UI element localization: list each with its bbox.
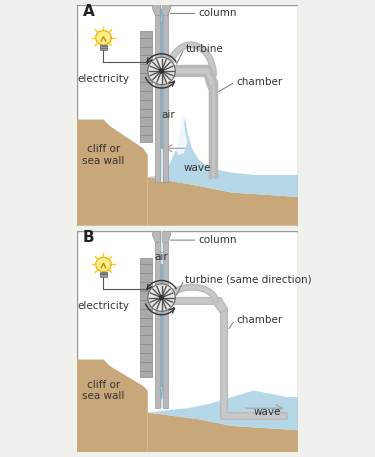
Bar bbox=[100, 45, 107, 50]
Circle shape bbox=[159, 69, 164, 73]
Bar bbox=[100, 272, 107, 276]
Text: cliff or
sea wall: cliff or sea wall bbox=[82, 380, 124, 401]
Circle shape bbox=[148, 284, 175, 311]
Polygon shape bbox=[165, 298, 227, 413]
Text: electricity: electricity bbox=[78, 74, 129, 84]
FancyBboxPatch shape bbox=[77, 231, 298, 452]
FancyBboxPatch shape bbox=[77, 5, 298, 226]
Polygon shape bbox=[148, 177, 298, 226]
Polygon shape bbox=[152, 231, 160, 242]
Polygon shape bbox=[77, 360, 148, 452]
Polygon shape bbox=[220, 308, 287, 419]
Polygon shape bbox=[160, 386, 163, 399]
Polygon shape bbox=[148, 413, 298, 452]
Polygon shape bbox=[152, 5, 160, 16]
Bar bbox=[160, 231, 163, 408]
Polygon shape bbox=[96, 31, 111, 45]
Bar bbox=[140, 258, 152, 377]
Text: turbine: turbine bbox=[185, 44, 223, 54]
Text: A: A bbox=[82, 4, 94, 19]
Text: column: column bbox=[198, 235, 237, 245]
Circle shape bbox=[148, 57, 175, 85]
Bar bbox=[140, 31, 152, 142]
Polygon shape bbox=[174, 111, 188, 155]
Polygon shape bbox=[148, 390, 298, 430]
Text: chamber: chamber bbox=[236, 315, 282, 325]
Polygon shape bbox=[165, 284, 219, 302]
Polygon shape bbox=[210, 82, 216, 177]
Bar bbox=[160, 5, 163, 181]
Text: wave: wave bbox=[254, 407, 281, 416]
Text: column: column bbox=[198, 8, 237, 18]
Polygon shape bbox=[96, 257, 111, 271]
Polygon shape bbox=[160, 9, 163, 22]
Polygon shape bbox=[165, 42, 216, 75]
Bar bbox=[163, 231, 168, 408]
Text: wave: wave bbox=[183, 163, 210, 173]
Polygon shape bbox=[163, 5, 171, 16]
Text: air: air bbox=[161, 110, 175, 120]
Text: cliff or
sea wall: cliff or sea wall bbox=[82, 144, 124, 166]
Text: chamber: chamber bbox=[236, 77, 282, 87]
Text: B: B bbox=[82, 230, 94, 245]
Polygon shape bbox=[148, 115, 298, 197]
Polygon shape bbox=[77, 120, 148, 226]
Bar bbox=[161, 22, 162, 149]
Text: air: air bbox=[154, 252, 168, 262]
Bar bbox=[155, 231, 160, 408]
Polygon shape bbox=[165, 67, 216, 89]
Bar bbox=[163, 5, 168, 181]
Text: electricity: electricity bbox=[78, 301, 129, 311]
Bar bbox=[161, 265, 162, 386]
Text: turbine (same direction): turbine (same direction) bbox=[185, 275, 312, 285]
Bar bbox=[155, 5, 160, 181]
Polygon shape bbox=[163, 231, 171, 242]
Circle shape bbox=[159, 295, 164, 300]
